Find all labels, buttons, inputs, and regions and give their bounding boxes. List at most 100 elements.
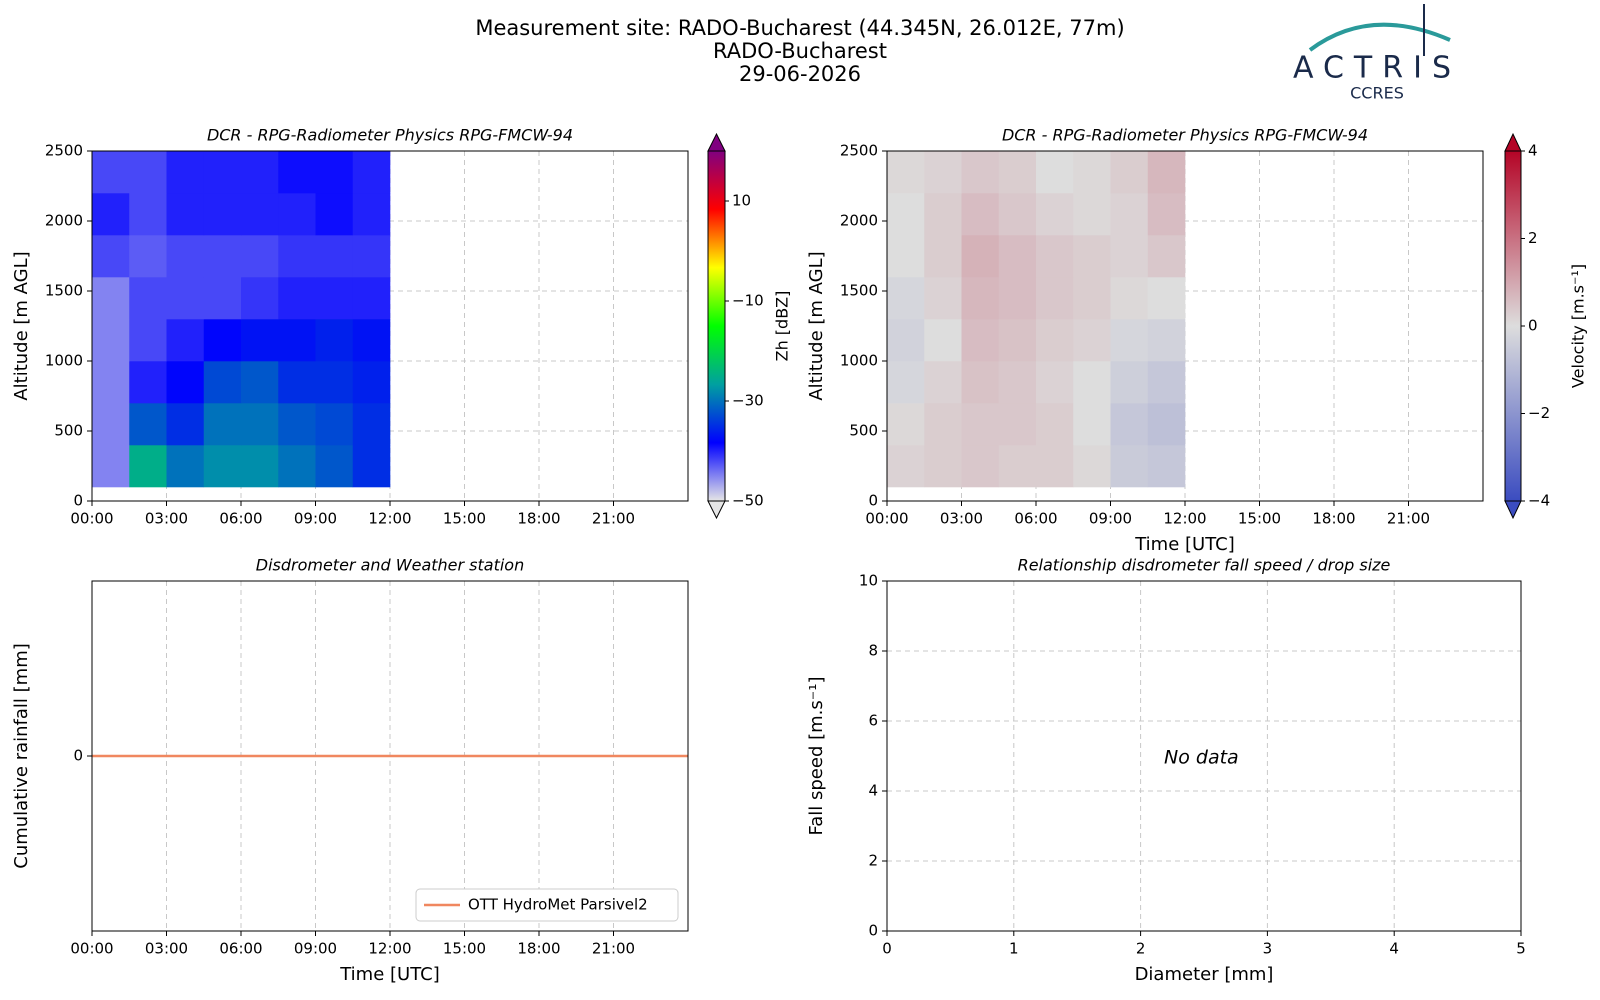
heatmap-cell — [924, 403, 962, 446]
colorbar-label: Zh [dBZ] — [773, 291, 792, 362]
heatmap-cell — [998, 277, 1037, 320]
x-tick-label: 09:00 — [294, 510, 337, 528]
heatmap-cell — [203, 361, 242, 404]
heatmap-cell — [998, 361, 1037, 404]
heatmap-cell — [352, 277, 391, 320]
heatmap-cell — [92, 277, 130, 320]
heatmap-cell — [129, 151, 167, 194]
heatmap-cell — [924, 151, 962, 194]
heatmap-cell — [1147, 151, 1186, 194]
heatmap-cell — [352, 403, 391, 446]
y-tick-label: 0 — [73, 492, 83, 510]
heatmap-cell — [278, 151, 316, 194]
heatmap-cell — [92, 403, 130, 446]
heatmap-cell — [924, 361, 962, 404]
heatmap-cell — [887, 193, 925, 236]
y-tick-label: 1500 — [840, 282, 878, 300]
heatmap-cell — [241, 319, 279, 362]
x-tick-label: 18:00 — [517, 510, 560, 528]
heatmap-cell — [315, 151, 354, 194]
heatmap-cell — [887, 319, 925, 362]
heatmap-cell — [961, 151, 1000, 194]
logo-text: ACTRIS — [1293, 51, 1461, 86]
heatmap-cell — [203, 319, 242, 362]
x-tick-label: 00:00 — [70, 510, 113, 528]
heatmap-cell — [352, 319, 391, 362]
colorbar-extend — [707, 500, 726, 520]
heatmap-cell — [129, 361, 167, 404]
y-tick-label: 10 — [859, 572, 878, 590]
heatmap-cell — [887, 445, 925, 488]
heatmap-cell — [1110, 319, 1149, 362]
heatmap-cell — [278, 403, 316, 446]
colorbar — [1504, 150, 1522, 502]
y-tick-label: 0 — [868, 922, 878, 940]
heatmap-cell — [241, 193, 279, 236]
heatmap-cell — [278, 445, 316, 488]
heatmap-cell — [92, 151, 130, 194]
heatmap-cell — [166, 445, 205, 488]
x-tick-label: 00:00 — [70, 940, 113, 958]
heatmap-cell — [352, 445, 391, 488]
colorbar-tick-label: 10 — [732, 192, 751, 210]
heatmap-cell — [961, 277, 1000, 320]
colorbar-extend — [1504, 132, 1522, 152]
heatmap-cell — [1073, 151, 1111, 194]
heatmap-cell — [166, 151, 205, 194]
y-tick-label: 0 — [73, 747, 83, 765]
heatmap-cell — [887, 151, 925, 194]
logo-subtext: CCRES — [1350, 84, 1404, 103]
x-tick-label: 12:00 — [368, 940, 411, 958]
heatmap-cell — [166, 361, 205, 404]
x-axis-label: Time [UTC] — [1134, 534, 1235, 555]
heatmap-cell — [203, 235, 242, 278]
heatmap-cell — [998, 319, 1037, 362]
heatmap-cell — [998, 151, 1037, 194]
x-tick-label: 12:00 — [368, 510, 411, 528]
heatmap-cell — [278, 361, 316, 404]
heatmap-cell — [352, 235, 391, 278]
heatmap-cell — [92, 445, 130, 488]
heatmap-cell — [166, 277, 205, 320]
heatmap-cell — [961, 403, 1000, 446]
heatmap-cell — [315, 403, 354, 446]
heatmap-cell — [1073, 403, 1111, 446]
y-tick-label: 8 — [868, 642, 878, 660]
colorbar-tick-label: 0 — [1528, 317, 1538, 335]
heatmap-cell — [887, 361, 925, 404]
legend-box — [415, 888, 679, 922]
title-line: Measurement site: RADO-Bucharest (44.345… — [475, 16, 1124, 40]
y-axis-label: Cumulative rainfall [mm] — [11, 643, 32, 869]
x-axis-label: Time [UTC] — [339, 964, 440, 985]
heatmap-cell — [241, 403, 279, 446]
heatmap-cell — [924, 319, 962, 362]
x-tick-label: 03:00 — [940, 510, 983, 528]
heatmap-cell — [352, 193, 391, 236]
heatmap-cell — [924, 193, 962, 236]
heatmap-cell — [203, 445, 242, 488]
y-tick-label: 1000 — [45, 352, 83, 370]
heatmap-cell — [1110, 277, 1149, 320]
logo-arc — [1308, 22, 1451, 52]
heatmap-cell — [166, 319, 205, 362]
heatmap-cell — [961, 319, 1000, 362]
x-tick-label: 4 — [1389, 940, 1399, 958]
heatmap-cell — [1147, 361, 1186, 404]
heatmap-cell — [1147, 319, 1186, 362]
chart-title: DCR - RPG-Radiometer Physics RPG-FMCW-94 — [207, 126, 573, 145]
heatmap-cell — [1036, 235, 1074, 278]
heatmap-cell — [92, 235, 130, 278]
y-tick-label: 2000 — [840, 212, 878, 230]
heatmap-cell — [1147, 445, 1186, 488]
chart-title: DCR - RPG-Radiometer Physics RPG-FMCW-94 — [1002, 126, 1368, 145]
colorbar-extend — [1504, 500, 1522, 520]
x-tick-label: 15:00 — [1238, 510, 1281, 528]
colorbar-tick-label: −2 — [1528, 404, 1550, 422]
x-tick-label: 09:00 — [1089, 510, 1132, 528]
y-tick-label: 0 — [868, 492, 878, 510]
x-tick-label: 18:00 — [1312, 510, 1355, 528]
heatmap-cell — [1110, 445, 1149, 488]
heatmap-cell — [203, 277, 242, 320]
heatmap-cell — [315, 235, 354, 278]
legend-label: OTT HydroMet Parsivel2 — [468, 896, 648, 914]
